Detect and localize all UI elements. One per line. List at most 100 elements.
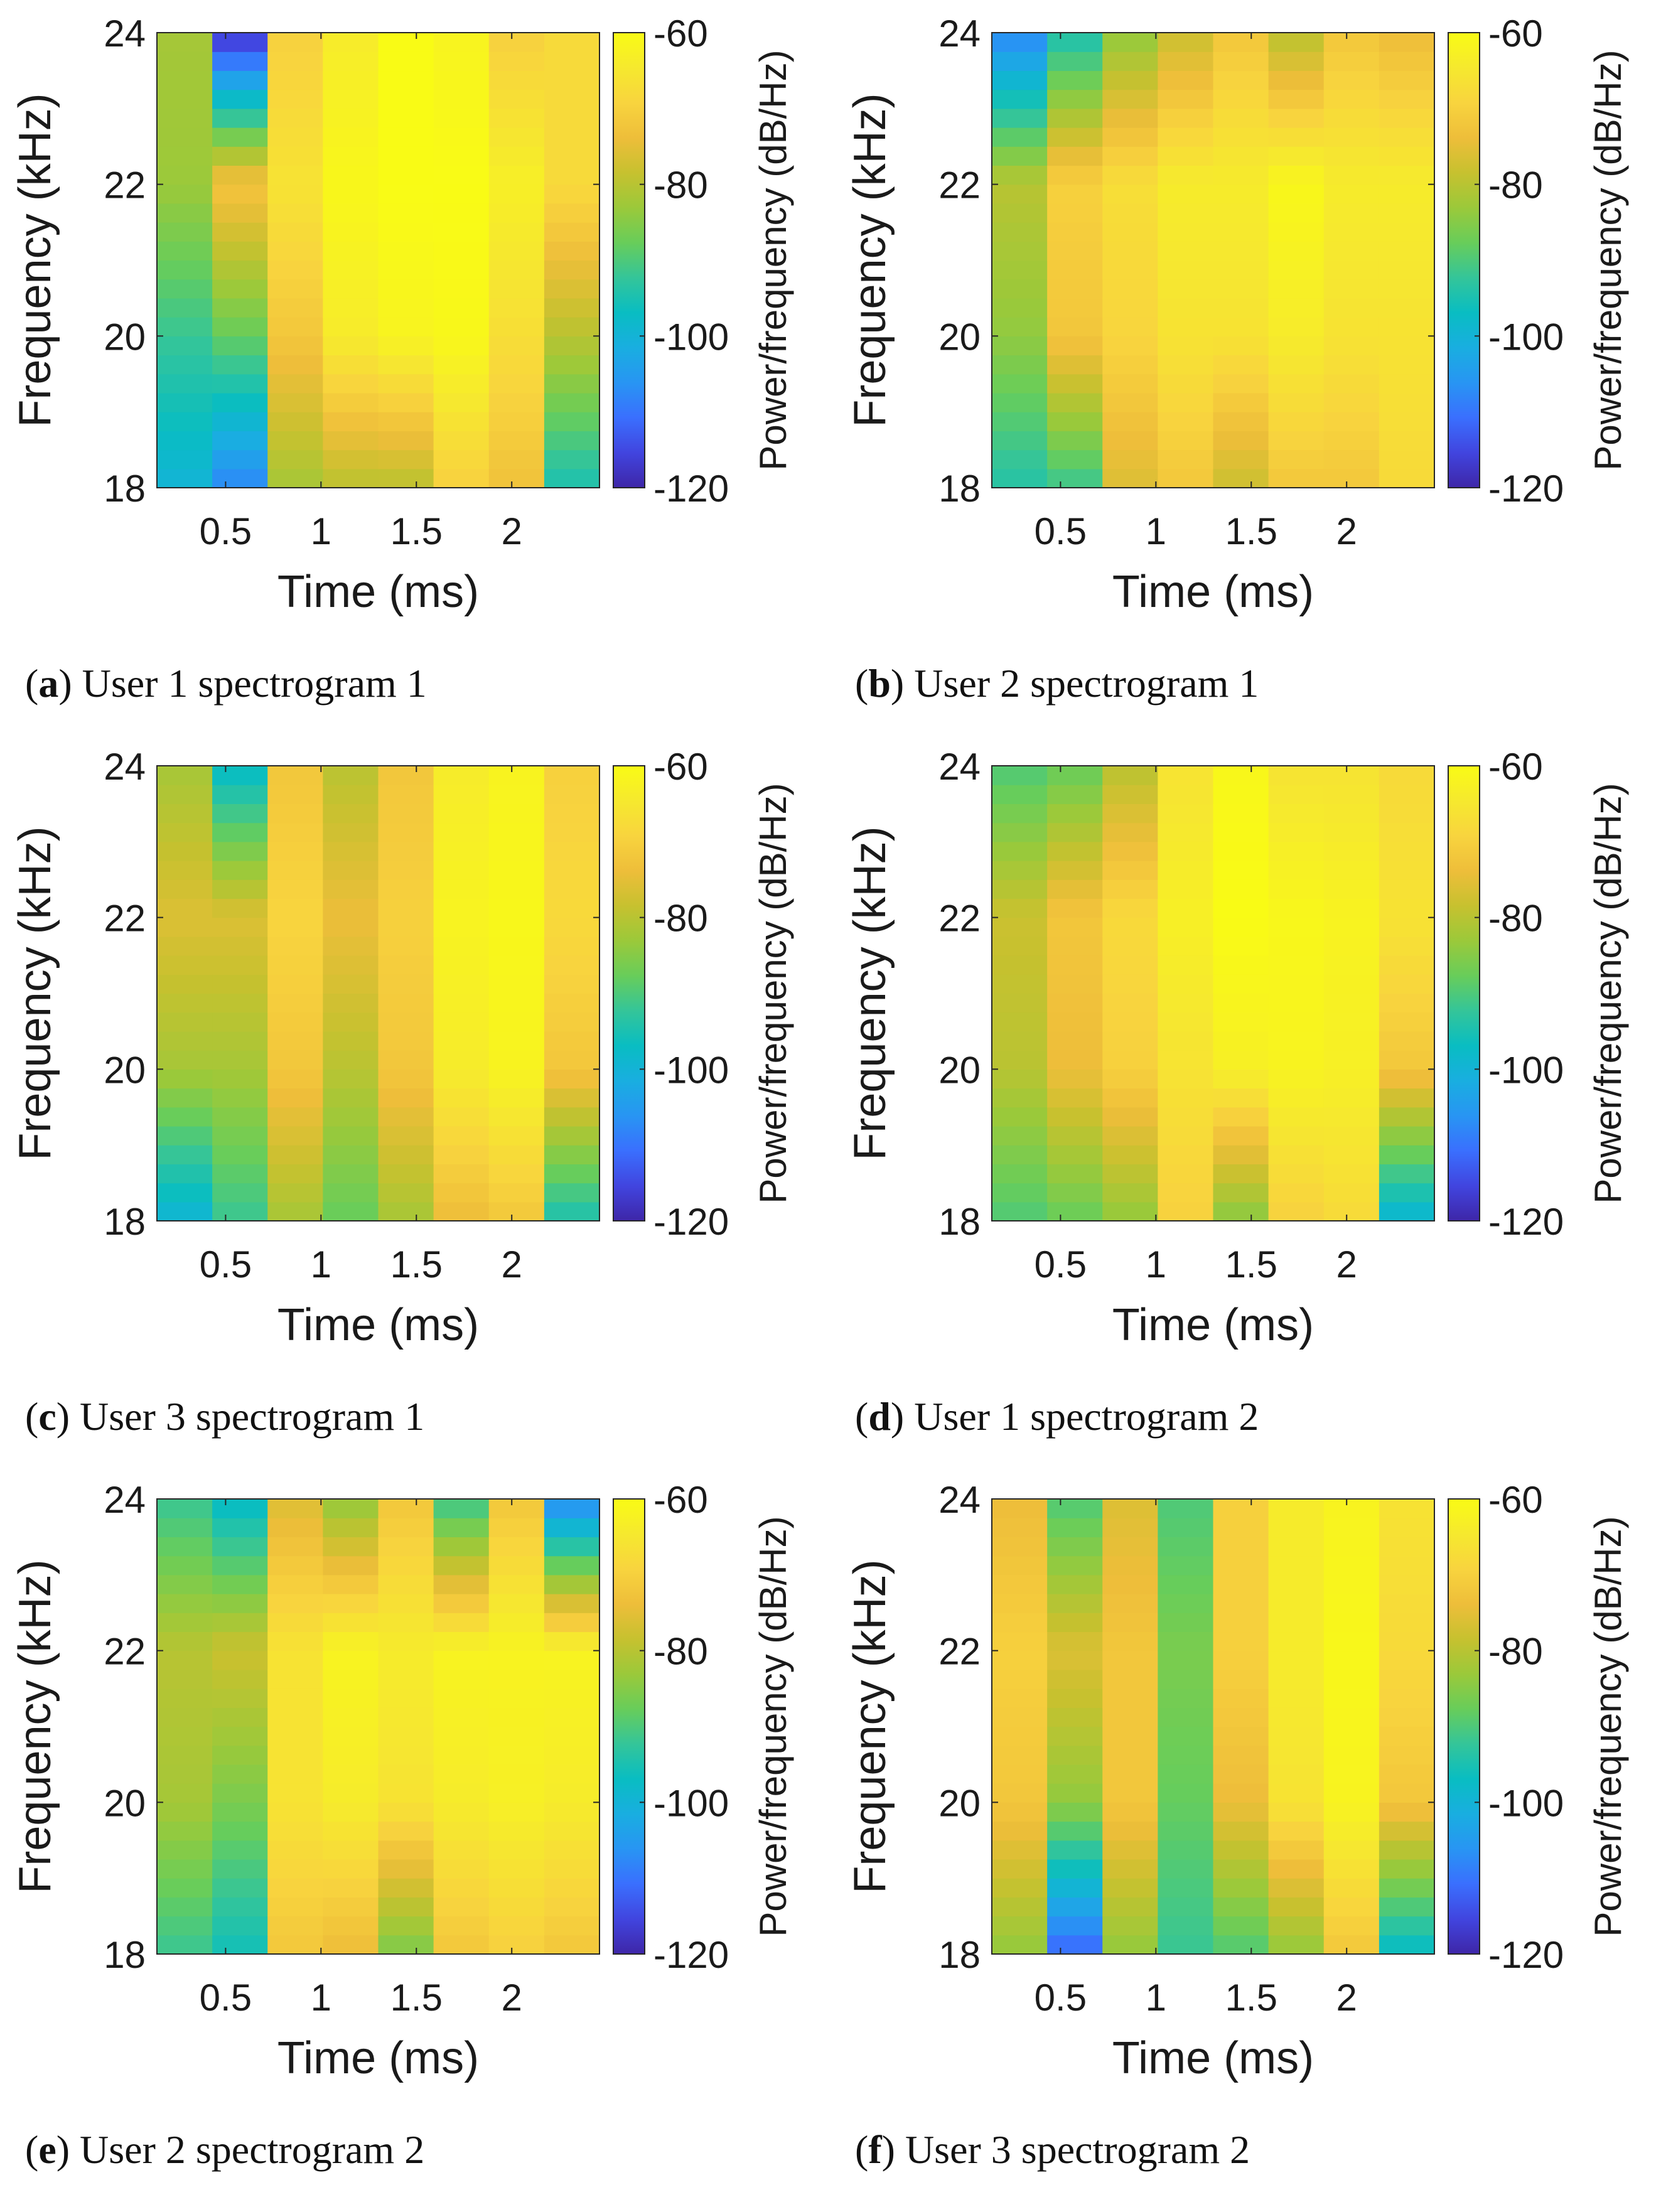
- heatmap-cell: [1323, 841, 1380, 861]
- heatmap-cell: [378, 431, 434, 451]
- heatmap-cell: [157, 241, 213, 261]
- heatmap-cell: [1047, 766, 1103, 785]
- colorbar-label: Power/frequency (dB/Hz): [752, 1516, 794, 1936]
- heatmap-cell: [1158, 1537, 1214, 1557]
- heatmap-cell: [1323, 1574, 1380, 1594]
- heatmap-cell: [488, 70, 545, 90]
- heatmap-cell: [1158, 1726, 1214, 1746]
- heatmap-cell: [1213, 1821, 1269, 1841]
- heatmap-cell: [1158, 1499, 1214, 1518]
- heatmap-cell: [267, 1802, 323, 1822]
- heatmap-cell: [1323, 1650, 1380, 1670]
- heatmap-cell: [1323, 917, 1380, 937]
- heatmap-cell: [378, 392, 434, 412]
- heatmap-cell: [1323, 1012, 1380, 1032]
- heatmap-cell: [1323, 108, 1380, 128]
- heatmap-cell: [1379, 822, 1435, 842]
- heatmap-cell: [1047, 785, 1103, 805]
- heatmap-cell: [488, 1031, 545, 1051]
- heatmap-cell: [1047, 184, 1103, 204]
- heatmap-cell: [433, 803, 490, 824]
- heatmap-cell: [433, 146, 490, 166]
- heatmap-cell: [544, 861, 600, 880]
- heatmap-cell: [323, 222, 379, 242]
- heatmap-cell: [1379, 974, 1435, 994]
- heatmap-cell: [1379, 1764, 1435, 1784]
- heatmap-cell: [1158, 165, 1214, 185]
- heatmap-cell: [992, 203, 1048, 223]
- heatmap-cell: [1102, 146, 1158, 166]
- heatmap-cell: [1213, 468, 1269, 488]
- heatmap-cell: [1379, 146, 1435, 166]
- heatmap-cell: [992, 146, 1048, 166]
- heatmap-cell: [433, 1164, 490, 1184]
- heatmap-cell: [323, 1088, 379, 1108]
- heatmap-cell: [1047, 127, 1103, 147]
- heatmap-cell: [544, 1125, 600, 1146]
- heatmap-cell: [992, 993, 1048, 1013]
- heatmap-cell: [1158, 1707, 1214, 1727]
- heatmap-cell: [1268, 1499, 1325, 1518]
- heatmap-cell: [1379, 936, 1435, 956]
- heatmap-cell: [992, 184, 1048, 204]
- heatmap-cell: [1379, 260, 1435, 280]
- heatmap-cell: [323, 1650, 379, 1670]
- heatmap-cell: [488, 33, 545, 52]
- heatmap-cell: [1379, 1840, 1435, 1860]
- y-tick-label: 24: [104, 1479, 146, 1521]
- heatmap-cell: [1379, 1164, 1435, 1184]
- heatmap-cell: [1379, 898, 1435, 918]
- x-axis-label: Time (ms): [277, 567, 479, 617]
- heatmap-cell: [1102, 355, 1158, 375]
- y-axis-label: Frequency (kHz): [10, 93, 60, 427]
- heatmap-cell: [267, 1537, 323, 1557]
- colorbar-tick-label: -80: [1488, 898, 1543, 940]
- colorbar-tick-label: -100: [1488, 1782, 1564, 1824]
- heatmap-cell: [1158, 974, 1214, 994]
- heatmap-cell: [323, 766, 379, 785]
- heatmap-cell: [267, 1935, 323, 1955]
- heatmap-cell: [323, 1574, 379, 1594]
- heatmap-cell: [323, 1669, 379, 1689]
- heatmap-cell: [488, 841, 545, 861]
- colorbar-tick-label: -100: [1488, 316, 1564, 358]
- heatmap-cell: [267, 822, 323, 842]
- heatmap-cell: [544, 898, 600, 918]
- heatmap-cell: [433, 108, 490, 128]
- heatmap-cell: [1268, 1164, 1325, 1184]
- heatmap-cell: [544, 1745, 600, 1765]
- heatmap-cell: [323, 355, 379, 375]
- heatmap-cell: [378, 1201, 434, 1221]
- heatmap-cell: [1102, 260, 1158, 280]
- heatmap-cell: [1323, 392, 1380, 412]
- heatmap-cell: [1323, 1594, 1380, 1613]
- heatmap-cell: [1047, 1613, 1103, 1633]
- heatmap-cell: [157, 203, 213, 223]
- heatmap-cell: [1379, 355, 1435, 375]
- heatmap-cell: [1268, 1125, 1325, 1146]
- heatmap-cell: [1102, 51, 1158, 72]
- heatmap-cell: [212, 1555, 268, 1576]
- heatmap-cell: [212, 1859, 268, 1879]
- heatmap-cell: [1158, 1012, 1214, 1032]
- heatmap-cell: [544, 841, 600, 861]
- heatmap-cell: [544, 1631, 600, 1651]
- heatmap-cell: [488, 1840, 545, 1860]
- heatmap-cell: [992, 449, 1048, 470]
- heatmap-cell: [1047, 1031, 1103, 1051]
- heatmap-cell: [488, 203, 545, 223]
- heatmap-cell: [323, 1689, 379, 1708]
- heatmap-cell: [544, 336, 600, 356]
- heatmap-cell: [1213, 33, 1269, 52]
- heatmap-cell: [1102, 898, 1158, 918]
- heatmap-cell: [544, 298, 600, 318]
- heatmap-cell: [378, 974, 434, 994]
- heatmap-cell: [212, 431, 268, 451]
- heatmap-cell: [212, 1707, 268, 1727]
- heatmap-cell: [1323, 1069, 1380, 1089]
- heatmap-cell: [992, 861, 1048, 880]
- heatmap-cell: [1323, 449, 1380, 470]
- heatmap-cell: [488, 468, 545, 488]
- heatmap-cell: [1323, 803, 1380, 824]
- heatmap-cell: [1047, 412, 1103, 431]
